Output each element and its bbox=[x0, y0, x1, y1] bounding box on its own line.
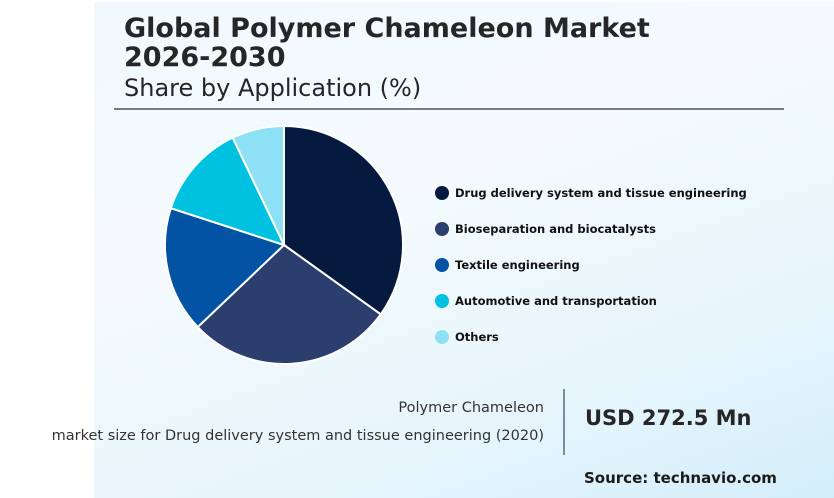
market-size-value: USD 272.5 Mn bbox=[585, 406, 752, 430]
chart-title: Global Polymer Chameleon Market 2026-203… bbox=[124, 14, 650, 72]
legend-item: Others bbox=[435, 319, 747, 355]
pie-slice bbox=[164, 206, 286, 329]
legend-label: Bioseparation and biocatalysts bbox=[455, 222, 656, 236]
title-line-1: Global Polymer Chameleon Market bbox=[124, 13, 650, 44]
legend-label: Others bbox=[455, 330, 499, 344]
legend-swatch-icon bbox=[435, 330, 449, 344]
title-line-2: 2026-2030 bbox=[124, 42, 286, 73]
legend-item: Automotive and transportation bbox=[435, 283, 747, 319]
pie-slice bbox=[169, 136, 286, 247]
legend-swatch-icon bbox=[435, 222, 449, 236]
pie-slice bbox=[231, 124, 285, 246]
legend-item: Textile engineering bbox=[435, 247, 747, 283]
legend-item: Bioseparation and biocatalysts bbox=[435, 211, 747, 247]
legend-label: Drug delivery system and tissue engineer… bbox=[455, 186, 747, 200]
market-note-line-2: market size for Drug delivery system and… bbox=[51, 428, 544, 444]
footer-divider bbox=[563, 389, 565, 455]
market-note-line-1: Polymer Chameleon bbox=[398, 400, 544, 416]
legend-swatch-icon bbox=[435, 294, 449, 308]
pie-slice bbox=[283, 124, 404, 316]
legend-label: Automotive and transportation bbox=[455, 294, 657, 308]
chart-legend: Drug delivery system and tissue engineer… bbox=[435, 175, 747, 355]
legend-swatch-icon bbox=[435, 258, 449, 272]
pie-chart bbox=[164, 124, 404, 365]
chart-subtitle: Share by Application (%) bbox=[124, 74, 422, 102]
title-divider bbox=[114, 108, 784, 110]
legend-label: Textile engineering bbox=[455, 258, 580, 272]
pie-slice bbox=[196, 243, 383, 365]
legend-item: Drug delivery system and tissue engineer… bbox=[435, 175, 747, 211]
legend-swatch-icon bbox=[435, 186, 449, 200]
source-credit: Source: technavio.com bbox=[584, 469, 777, 487]
